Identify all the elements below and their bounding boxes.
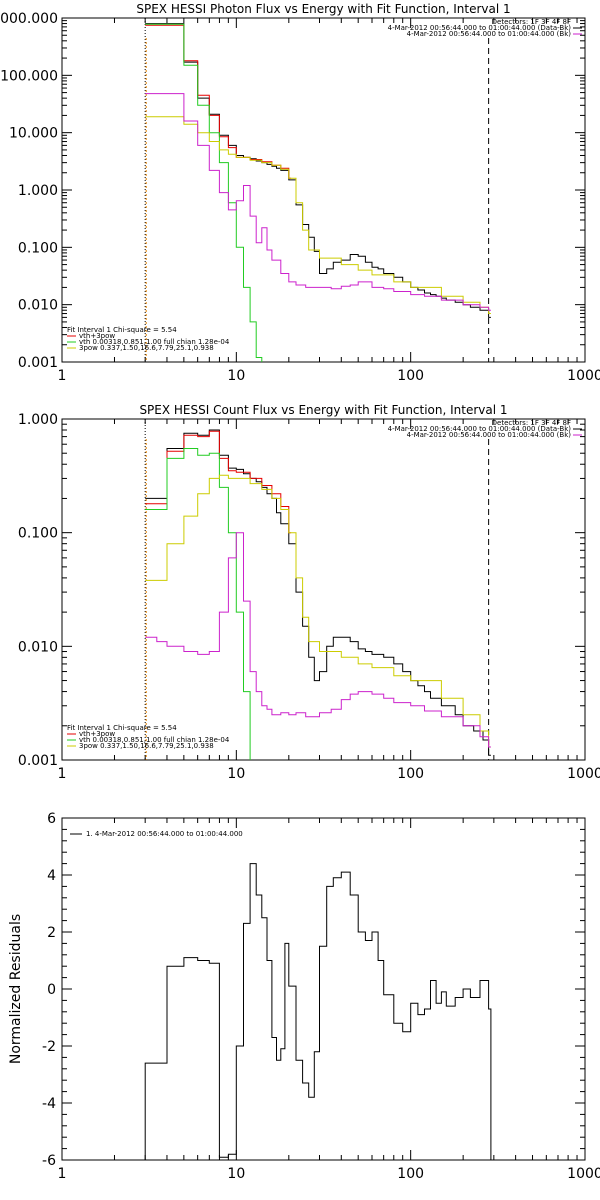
series-line-4 (145, 93, 491, 311)
series-line-1 (145, 430, 292, 534)
plot-frame (61, 418, 586, 761)
series-line-2 (145, 448, 251, 760)
y-tick-label: 4 (47, 868, 56, 884)
y-tick-label: 100.000 (0, 68, 58, 84)
y-tick-label: 1.000 (18, 183, 58, 199)
y-tick-label: 0.100 (18, 240, 58, 256)
y-tick-label: 0.001 (18, 753, 58, 769)
x-tick-label: 1 (58, 1166, 67, 1182)
chart-panel-2: SPEX HESSI Count Flux vs Energy with Fit… (18, 403, 600, 782)
y-axis-label: Normalized Residuals (8, 914, 24, 1064)
chart-title: SPEX HESSI Photon Flux vs Energy with Fi… (136, 2, 510, 16)
chart-panel-3: 1 10 100 1000 6 4 2 0 -2 -4 -6 Normalized Residuals… (8, 811, 600, 1182)
legend-left-entry: vth 0.00318,0.851,1.00 full chian 1.28e-… (79, 736, 230, 744)
legend-left-entry: 1. 4-Mar-2012 00:56:44.000 to 01:00:44.0… (86, 830, 243, 838)
y-tick-label: 2 (47, 925, 56, 941)
y-tick-label: 1.000 (18, 412, 58, 428)
legend-left-entry: vth+3pow (79, 332, 115, 340)
y-tick-label: 0.001 (18, 355, 58, 371)
y-tick-label: 6 (47, 811, 56, 827)
series-line-4 (145, 532, 491, 748)
y-tick-label: -6 (42, 1153, 56, 1169)
legend-right-entry: 4-Mar-2012 00:56:44.000 to 01:00:44.000 … (407, 431, 572, 439)
series-line-0 (145, 429, 491, 756)
series-line-0 (144, 863, 492, 1160)
x-tick-label: 100 (397, 766, 424, 782)
legend-left-entry: vth 0.00318,0.851,1.00 full chian 1.28e-… (79, 338, 230, 346)
series-line-1 (145, 24, 292, 179)
y-tick-label: 10.000 (9, 126, 58, 142)
plot-frame (61, 817, 586, 1161)
x-tick-label: 1 (58, 368, 67, 384)
x-tick-label: 10 (227, 368, 245, 384)
y-tick-label: 0.010 (18, 639, 58, 655)
x-tick-label: 1000 (567, 1166, 600, 1182)
x-tick-label: 1000 (567, 368, 600, 384)
legend-left-entry: Fit Interval 1 Chi-square = 5.54 (67, 326, 177, 334)
legend-left-entry: 3pow 0.337,1.50,16.6,7.79,25.1,0.938 (79, 742, 214, 750)
series-line-0 (145, 23, 491, 318)
series-group (144, 863, 492, 1160)
plot-frame (61, 17, 586, 363)
x-tick-label: 1 (58, 766, 67, 782)
legend-right-entry: 4-Mar-2012 00:56:44.000 to 01:00:44.000 … (388, 24, 572, 32)
series-line-3 (145, 474, 491, 748)
x-tick-label: 10 (227, 766, 245, 782)
x-tick-label: 1000 (567, 766, 600, 782)
y-tick-label: 0.100 (18, 526, 58, 542)
y-tick-label: -2 (42, 1039, 56, 1055)
legend-left-entry: 3pow 0.337,1.50,16.6,7.79,25.1,0.938 (79, 344, 214, 352)
series-line-3 (145, 116, 491, 314)
legend-right-entry: 4-Mar-2012 00:56:44.000 to 01:00:44.000 … (407, 30, 572, 38)
x-tick-label: 100 (397, 368, 424, 384)
y-tick-label: 0.010 (18, 298, 58, 314)
x-tick-label: 100 (397, 1166, 424, 1182)
y-tick-label: 1000.000 (0, 11, 58, 27)
x-tick-label: 10 (227, 1166, 245, 1182)
y-tick-label: -4 (42, 1096, 56, 1112)
legend-right-entry: Detectors: 1F 3F 4F 8F (492, 419, 571, 427)
legend-left-entry: Fit Interval 1 Chi-square = 5.54 (67, 724, 177, 732)
y-tick-label: 0 (47, 982, 56, 998)
legend-right-entry: Detectors: 1F 3F 4F 8F (492, 18, 571, 26)
series-group (145, 429, 491, 760)
legend-left-entry: vth+3pow (79, 730, 115, 738)
legend-right-entry: 4-Mar-2012 00:56:44.000 to 01:00:44.000 … (388, 425, 572, 433)
series-group (145, 23, 491, 362)
chart-title: SPEX HESSI Count Flux vs Energy with Fit… (139, 403, 507, 417)
chart-panel-1: SPEX HESSI Photon Flux vs Energy with Fi… (0, 2, 600, 384)
series-line-2 (145, 23, 263, 362)
